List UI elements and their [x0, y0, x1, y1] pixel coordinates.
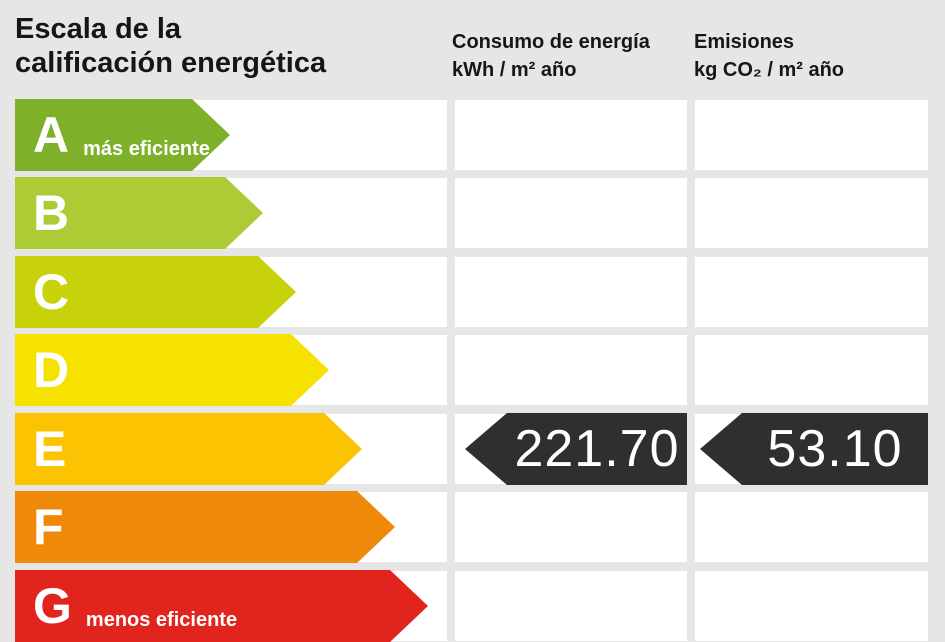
- rating-row-c: C: [0, 257, 945, 327]
- consumo-units: kWh / m² año: [452, 59, 577, 81]
- rating-bar-c: C: [15, 256, 296, 328]
- rating-bar-e: E: [15, 413, 362, 485]
- scale-cell-b: B: [15, 178, 447, 248]
- consumo-label: Consumo de energía: [452, 31, 650, 53]
- emisiones-cell-f: [695, 492, 928, 562]
- emisiones-cell-a: [695, 100, 928, 170]
- rating-bar-a: A más eficiente: [15, 99, 230, 171]
- rating-bar-b: B: [15, 177, 263, 249]
- page-title: Escala de la calificación energética: [15, 12, 326, 80]
- emisiones-label: Emisiones: [694, 31, 795, 53]
- rating-letter-a: A: [33, 107, 70, 163]
- emisiones-value-badge: 53.10: [700, 413, 928, 485]
- consumo-cell-f: [455, 492, 687, 562]
- emisiones-cell-e: 53.10: [695, 413, 928, 485]
- rating-row-a: A más eficiente: [0, 100, 945, 170]
- scale-cell-c: C: [15, 257, 447, 327]
- column-header-consumo: Consumo de energía kWh / m² año: [452, 28, 692, 84]
- rating-letter-f: F: [33, 499, 64, 555]
- page-title-line2: calificación energética: [15, 47, 327, 79]
- scale-cell-d: D: [15, 335, 447, 405]
- emisiones-cell-g: [695, 571, 928, 641]
- rating-row-b: B: [0, 178, 945, 248]
- emisiones-value: 53.10: [767, 420, 903, 478]
- rating-bar-d: D: [15, 334, 329, 406]
- rating-row-f: F: [0, 492, 945, 562]
- rating-letter-g: G: [33, 578, 72, 634]
- rating-letter-d: D: [33, 342, 70, 398]
- rating-row-e: E 221.70 53.10: [0, 413, 945, 485]
- consumo-cell-e: 221.70: [455, 413, 687, 485]
- scale-cell-a: A más eficiente: [15, 100, 447, 170]
- consumo-value: 221.70: [514, 420, 680, 478]
- consumo-cell-d: [455, 335, 687, 405]
- emisiones-cell-d: [695, 335, 928, 405]
- rating-row-d: D: [0, 335, 945, 405]
- scale-cell-g: G menos eficiente: [15, 571, 447, 641]
- rating-note-a: más eficiente: [83, 138, 210, 160]
- consumo-cell-b: [455, 178, 687, 248]
- consumo-cell-g: [455, 571, 687, 641]
- column-header-emisiones: Emisiones kg CO₂ / m² año: [694, 28, 934, 84]
- rating-bar-f: F: [15, 491, 395, 563]
- rating-letter-e: E: [33, 421, 67, 477]
- rating-letter-c: C: [33, 264, 70, 320]
- consumo-cell-a: [455, 100, 687, 170]
- rating-row-g: G menos eficiente: [0, 571, 945, 641]
- scale-cell-f: F: [15, 492, 447, 562]
- rating-letter-b: B: [33, 185, 70, 241]
- page-title-line1: Escala de la: [15, 13, 182, 45]
- scale-cell-e: E: [15, 414, 447, 484]
- emisiones-units: kg CO₂ / m² año: [694, 59, 845, 81]
- consumo-cell-c: [455, 257, 687, 327]
- rating-note-g: menos eficiente: [85, 609, 238, 631]
- emisiones-cell-c: [695, 257, 928, 327]
- emisiones-cell-b: [695, 178, 928, 248]
- rating-bar-g: G menos eficiente: [15, 570, 428, 642]
- consumo-value-badge: 221.70: [465, 413, 687, 485]
